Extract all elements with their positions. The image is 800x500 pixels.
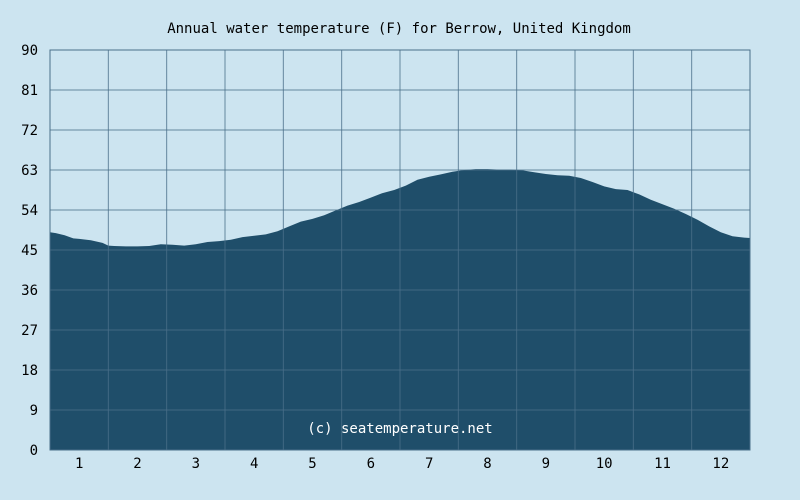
grid-layer [50,50,750,450]
y-tick-label: 81 [21,83,38,99]
y-tick-label: 45 [21,243,38,259]
y-tick-label: 18 [21,363,38,379]
x-tick-label: 3 [192,456,200,472]
x-tick-label: 8 [483,456,491,472]
x-tick-label: 6 [367,456,375,472]
plot-frame [49,49,751,451]
x-tick-label: 9 [542,456,550,472]
y-tick-label: 27 [21,323,38,339]
x-tick-label: 5 [308,456,316,472]
x-tick-label: 1 [75,456,83,472]
x-tick-labels: 1 2 3 4 5 6 7 8 9 10 11 12 [75,456,729,472]
y-tick-label: 9 [30,403,38,419]
y-tick-label: 63 [21,163,38,179]
x-tick-label: 4 [250,456,258,472]
y-tick-labels: 0 9 18 27 36 45 54 63 72 81 90 [21,43,38,459]
x-tick-label: 12 [712,456,729,472]
y-tick-label: 54 [21,203,38,219]
x-tick-label: 2 [133,456,141,472]
chart-title: Annual water temperature (F) for Berrow,… [167,21,631,37]
y-tick-label: 90 [21,43,38,59]
x-tick-label: 11 [654,456,671,472]
y-tick-label: 0 [30,443,38,459]
y-tick-label: 72 [21,123,38,139]
x-tick-label: 7 [425,456,433,472]
x-tick-label: 10 [596,456,613,472]
y-tick-label: 36 [21,283,38,299]
watermark-text: (c) seatemperature.net [307,421,492,437]
